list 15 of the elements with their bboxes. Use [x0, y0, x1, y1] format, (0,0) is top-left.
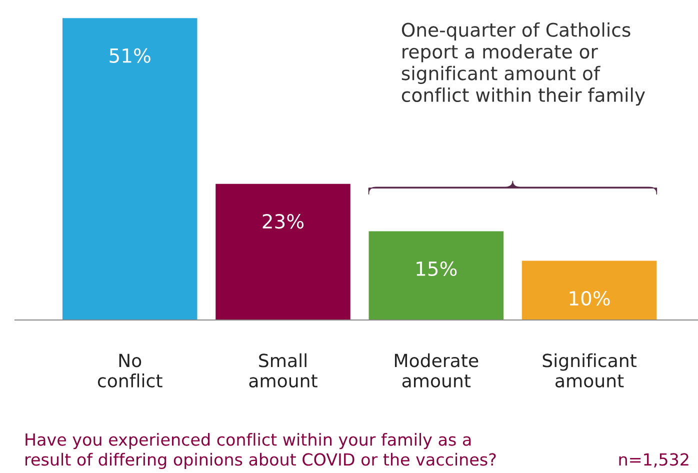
bar — [216, 184, 350, 320]
x-tick-label: Small amount — [249, 353, 318, 388]
x-tick-label: Moderate amount — [394, 353, 478, 388]
x-tick-label: No conflict — [98, 354, 162, 388]
bar — [62, 18, 198, 320]
x-tick-label: Significant amount — [542, 353, 636, 388]
bar — [368, 231, 504, 320]
bar — [522, 260, 657, 320]
data-label: 15% — [416, 261, 457, 276]
text: n=1,532 — [619, 453, 688, 468]
annotation: One-quarter of Catholics report a moderate or significant amount of conflict within their family — [402, 22, 645, 106]
data-label: 23% — [262, 214, 304, 229]
text: Have you experienced conflict within your family as a result of differing opinions about COVID or the vaccines? — [26, 432, 496, 469]
data-label: 10% — [570, 290, 610, 306]
data-label: 51% — [110, 48, 150, 63]
